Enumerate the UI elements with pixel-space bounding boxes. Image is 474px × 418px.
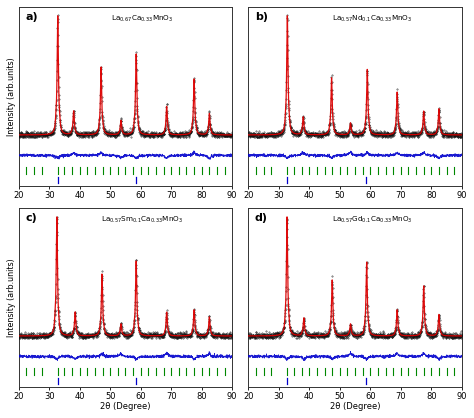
Text: a): a) bbox=[25, 12, 38, 22]
Text: c): c) bbox=[25, 213, 37, 223]
Y-axis label: Intensity (arb.units): Intensity (arb.units) bbox=[7, 57, 16, 136]
Text: La$_{0.57}$Nd$_{0.1}$Ca$_{0.33}$MnO$_3$: La$_{0.57}$Nd$_{0.1}$Ca$_{0.33}$MnO$_3$ bbox=[332, 14, 412, 24]
Text: d): d) bbox=[255, 213, 268, 223]
X-axis label: 2θ (Degree): 2θ (Degree) bbox=[330, 402, 380, 411]
X-axis label: 2θ (Degree): 2θ (Degree) bbox=[100, 402, 151, 411]
Text: b): b) bbox=[255, 12, 268, 22]
Text: La$_{0.57}$Gd$_{0.1}$Ca$_{0.33}$MnO$_3$: La$_{0.57}$Gd$_{0.1}$Ca$_{0.33}$MnO$_3$ bbox=[332, 215, 412, 225]
Text: La$_{0.57}$Sm$_{0.1}$Ca$_{0.33}$MnO$_3$: La$_{0.57}$Sm$_{0.1}$Ca$_{0.33}$MnO$_3$ bbox=[101, 215, 183, 225]
Text: La$_{0.67}$Ca$_{0.33}$MnO$_3$: La$_{0.67}$Ca$_{0.33}$MnO$_3$ bbox=[111, 14, 174, 24]
Y-axis label: Intensity (arb.units): Intensity (arb.units) bbox=[7, 258, 16, 337]
